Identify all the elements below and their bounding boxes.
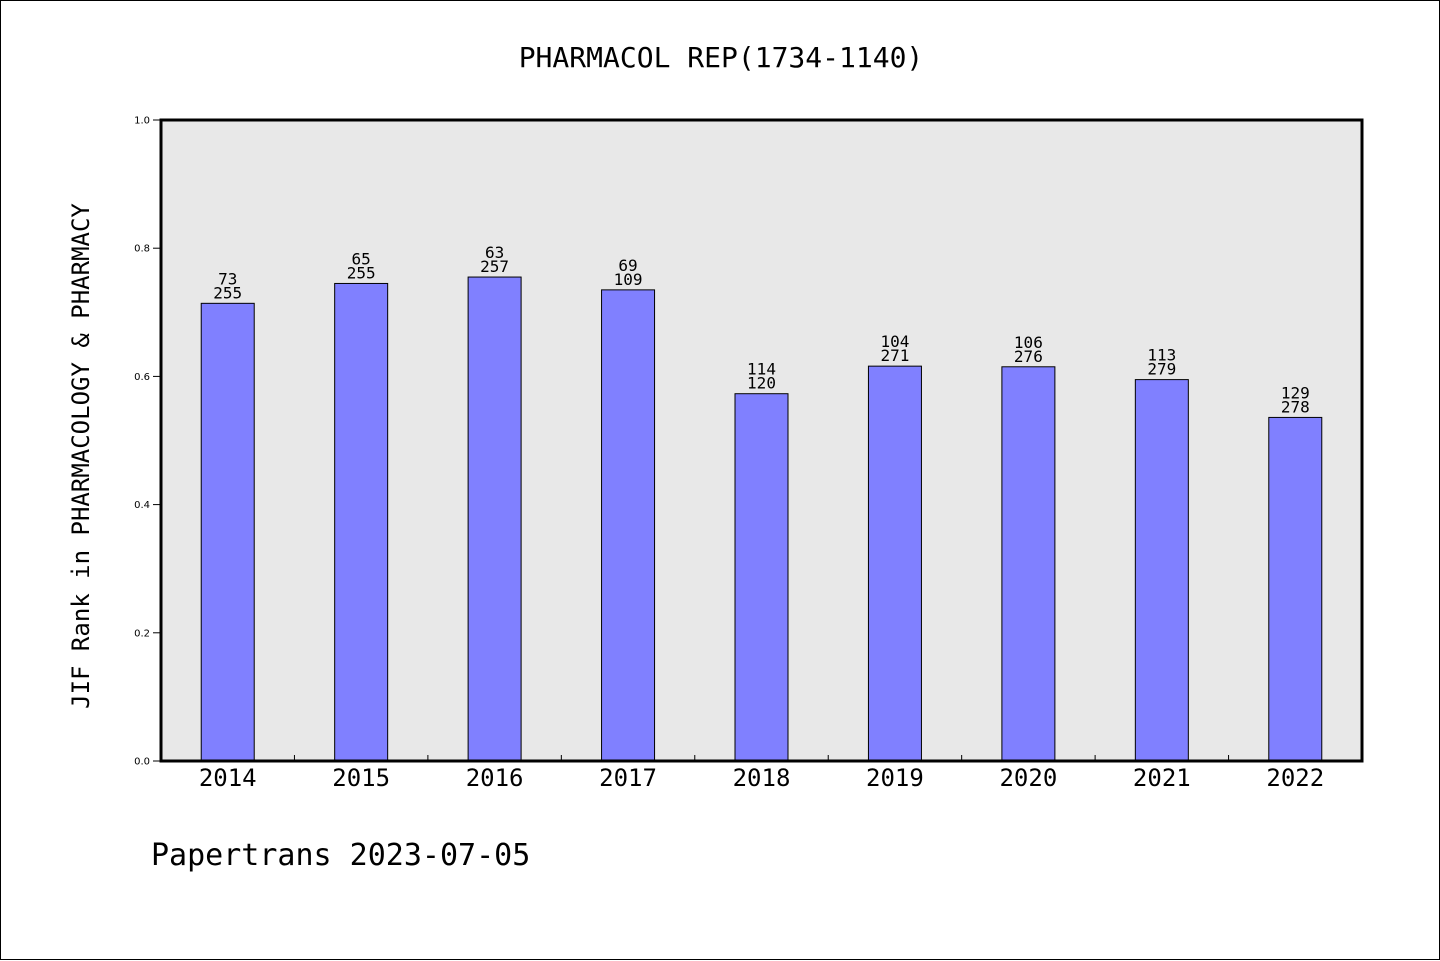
x-tick-label-2016: 2016 bbox=[466, 764, 524, 792]
chart-title: PHARMACOL REP(1734-1140) bbox=[519, 41, 924, 74]
bar-2019 bbox=[867, 365, 922, 762]
data-label-total-2014: 255 bbox=[213, 283, 242, 302]
data-label-rank-2017: 69 bbox=[618, 256, 637, 275]
data-label-total-2016: 257 bbox=[480, 257, 509, 276]
data-label-total-2020: 276 bbox=[1014, 347, 1043, 366]
bars-group bbox=[200, 276, 1323, 762]
x-tick-label-2018: 2018 bbox=[733, 764, 791, 792]
bar-2020 bbox=[1001, 366, 1056, 762]
data-label-rank-2020: 106 bbox=[1014, 333, 1043, 352]
y-axis-label: JIF Rank in PHARMACOLOGY & PHARMACY bbox=[67, 203, 95, 709]
data-label-rank-2016: 63 bbox=[485, 243, 504, 262]
x-tick-label-2014: 2014 bbox=[199, 764, 257, 792]
y-axis: 0.0 0.2 0.4 0.6 0.8 1.0 bbox=[134, 116, 161, 768]
data-label-total-2017: 109 bbox=[614, 270, 643, 289]
data-label-rank-2015: 65 bbox=[352, 249, 371, 268]
data-label-total-2022: 278 bbox=[1281, 397, 1310, 416]
data-label-rank-2022: 129 bbox=[1281, 383, 1310, 402]
bar-2021 bbox=[1134, 379, 1189, 762]
y-tick-label: 0.8 bbox=[134, 244, 150, 255]
data-label-rank-2014: 73 bbox=[218, 269, 237, 288]
x-tick-label-2017: 2017 bbox=[599, 764, 657, 792]
data-label-total-2015: 255 bbox=[347, 263, 376, 282]
x-tick-label-2015: 2015 bbox=[332, 764, 390, 792]
y-tick-label: 0.4 bbox=[134, 500, 150, 511]
bar-2014 bbox=[200, 302, 255, 762]
y-tick-label: 1.0 bbox=[134, 116, 150, 127]
x-tick-label-2022: 2022 bbox=[1266, 764, 1324, 792]
data-label-rank-2018: 114 bbox=[747, 360, 776, 379]
y-tick-label: 0.2 bbox=[134, 628, 150, 639]
data-label-total-2021: 279 bbox=[1147, 360, 1176, 379]
bar-2022 bbox=[1268, 416, 1323, 762]
x-tick-label-2020: 2020 bbox=[999, 764, 1057, 792]
bar-2017 bbox=[601, 289, 656, 762]
x-axis: 2014 2015 2016 2017 2018 2019 2020 2021 2022 bbox=[199, 755, 1324, 792]
bar-2015 bbox=[334, 282, 389, 762]
y-tick-label: 0.0 bbox=[134, 757, 150, 768]
data-label-rank-2019: 104 bbox=[880, 332, 909, 351]
plot-border bbox=[159, 118, 1364, 763]
bar-2016 bbox=[467, 276, 522, 762]
x-tick-label-2019: 2019 bbox=[866, 764, 924, 792]
data-label-rank-2021: 113 bbox=[1147, 346, 1176, 365]
data-label-total-2019: 271 bbox=[880, 346, 909, 365]
bar-2018 bbox=[734, 393, 789, 762]
y-tick-label: 0.6 bbox=[134, 372, 150, 383]
data-label-total-2018: 120 bbox=[747, 374, 776, 393]
x-tick-label-2021: 2021 bbox=[1133, 764, 1191, 792]
footer-text: Papertrans 2023-07-05 bbox=[151, 838, 530, 873]
